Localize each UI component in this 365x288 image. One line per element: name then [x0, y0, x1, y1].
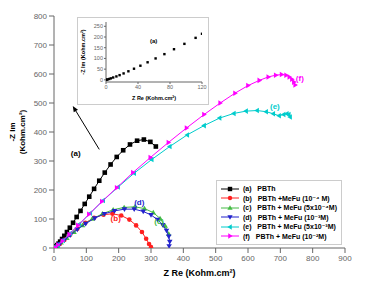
svg-text:100: 100 — [34, 215, 48, 224]
svg-text:0: 0 — [43, 244, 48, 253]
svg-text:100: 100 — [94, 55, 103, 61]
svg-text:600: 600 — [34, 70, 48, 79]
html-text:Z Re (Kohm.cm²): Z Re (Kohm.cm²) — [132, 95, 176, 101]
html-text:Z Re (Kohm.cm²): Z Re (Kohm.cm²) — [163, 268, 236, 278]
svg-text:250: 250 — [94, 23, 103, 29]
svg-text:(c): (c) — [154, 217, 164, 226]
svg-text:700: 700 — [34, 41, 48, 50]
svg-text:300: 300 — [34, 157, 48, 166]
svg-text:0: 0 — [100, 77, 103, 83]
html-text:(c) PBTh + MeFu (5x10⁻⁴M): (c) PBTh + MeFu (5x10⁻⁴M) — [242, 204, 337, 211]
html-text:(d) PBTh + MeFu (10⁻³M): (d) PBTh + MeFu (10⁻³M) — [242, 213, 329, 221]
svg-text:200: 200 — [34, 186, 48, 195]
svg-text:(d): (d) — [134, 198, 145, 207]
html-text:(f) PBTh + MeFu (10⁻²M): (f) PBTh + MeFu (10⁻²M) — [242, 232, 327, 240]
svg-text:600: 600 — [241, 254, 255, 263]
svg-text:400: 400 — [177, 254, 191, 263]
svg-text:100: 100 — [80, 254, 94, 263]
svg-text:150: 150 — [94, 45, 103, 51]
html-text:-Z Im: -Z Im — [8, 122, 17, 142]
svg-text:(e): (e) — [270, 102, 280, 111]
html-text:(b) PBTh +MeFu (10⁻⁴ M): (b) PBTh +MeFu (10⁻⁴ M) — [242, 194, 330, 202]
svg-text:900: 900 — [338, 254, 352, 263]
svg-text:(b): (b) — [111, 214, 122, 223]
svg-text:400: 400 — [34, 128, 48, 137]
svg-text:50: 50 — [97, 66, 103, 72]
svg-text:(a): (a) — [71, 149, 81, 158]
svg-text:300: 300 — [144, 254, 158, 263]
svg-text:500: 500 — [209, 254, 223, 263]
svg-text:800: 800 — [306, 254, 320, 263]
svg-text:80: 80 — [167, 84, 173, 90]
svg-text:200: 200 — [112, 254, 126, 263]
svg-text:500: 500 — [34, 99, 48, 108]
svg-text:(f): (f) — [296, 74, 304, 83]
svg-text:40: 40 — [135, 84, 141, 90]
svg-text:0: 0 — [104, 84, 107, 90]
svg-text:700: 700 — [274, 254, 288, 263]
svg-text:200: 200 — [94, 34, 103, 40]
html-text:(a) PBTh: (a) PBTh — [242, 185, 276, 192]
svg-text:(a): (a) — [150, 38, 157, 44]
html-text:-Z Im (Kohm.cm²): -Z Im (Kohm.cm²) — [80, 29, 86, 75]
html-text:(Kohm.cm²): (Kohm.cm²) — [18, 109, 27, 155]
svg-text:0: 0 — [52, 254, 57, 263]
svg-text:800: 800 — [34, 12, 48, 21]
svg-text:120: 120 — [197, 84, 206, 90]
html-text:(e) PBTh + MeFu (5x10⁻³M): (e) PBTh + MeFu (5x10⁻³M) — [242, 223, 336, 230]
